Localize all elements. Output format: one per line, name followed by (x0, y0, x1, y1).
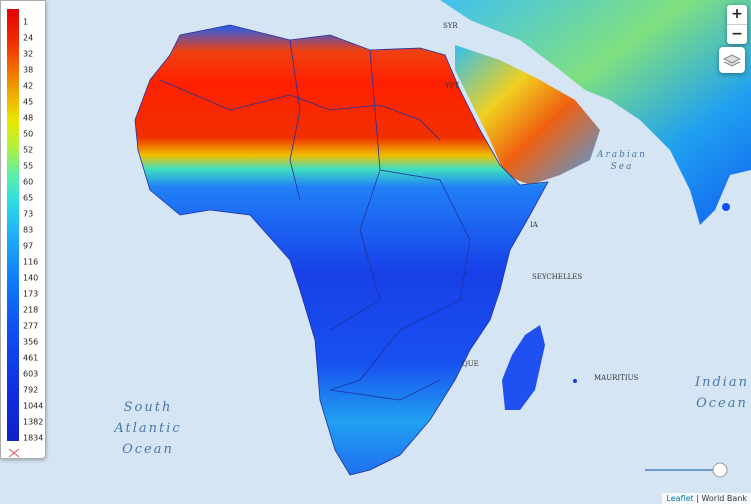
legend-label: 1834 (23, 433, 44, 443)
legend-label: 65 (23, 193, 34, 203)
legend-label: 461 (23, 353, 39, 363)
legend-label: 1044 (23, 401, 44, 411)
mauritius-island (573, 379, 577, 383)
legend-label: 50 (23, 129, 34, 139)
legend-label: 173 (23, 289, 39, 299)
arabian-peninsula (455, 45, 600, 185)
madagascar (502, 325, 545, 410)
legend-label: 97 (23, 241, 34, 251)
legend-label: 42 (23, 81, 34, 91)
legend-label: 1 (23, 17, 29, 27)
legend-label: 32 (23, 49, 34, 59)
sri-lanka (722, 203, 730, 211)
slider-handle[interactable] (712, 462, 728, 478)
ocean-label: Ocean (696, 396, 748, 411)
place-label: MAURITIUS (594, 374, 638, 382)
zoom-out[interactable]: − (727, 24, 747, 44)
legend-label: 45 (23, 97, 34, 107)
legend-label: 73 (23, 209, 34, 219)
place-label: QUE (462, 360, 479, 368)
ocean-label: South (124, 400, 173, 415)
legend-label: 603 (23, 369, 39, 379)
place-label: SYR (443, 22, 458, 30)
attribution-source: World Bank (701, 494, 747, 503)
layers-button[interactable] (719, 47, 745, 73)
ocean-label: Arabian (596, 150, 647, 160)
legend-label: 218 (23, 305, 39, 315)
legend-label: 55 (23, 161, 34, 171)
legend-label: 140 (23, 273, 39, 283)
ocean-label: Ocean (122, 442, 174, 457)
zoom-slider[interactable] (645, 462, 728, 478)
legend: 1 24 32 38 42 45 48 50 52 55 60 65 73 83 97 116 140 173 21… (0, 0, 46, 459)
africa (134, 24, 549, 476)
leaflet-link[interactable]: Leaflet (666, 494, 694, 503)
zoom-in[interactable]: + (731, 6, 743, 22)
legend-label: 24 (23, 33, 34, 43)
legend-label: 1382 (23, 417, 44, 427)
legend-label: 83 (23, 225, 34, 235)
borders (159, 39, 471, 401)
ocean-label: Indian (694, 375, 749, 390)
place-label: YPT (444, 82, 459, 90)
legend-color-bar (7, 9, 19, 441)
layers-icon (722, 54, 742, 67)
legend-label: 52 (23, 145, 34, 155)
ocean-label: Atlantic (113, 421, 181, 436)
asia-region (440, 0, 751, 225)
legend-label: 60 (23, 177, 34, 187)
attribution: Leaflet | World Bank (662, 493, 751, 504)
legend-label: 277 (23, 321, 39, 331)
legend-close[interactable] (8, 448, 20, 458)
legend-label: 116 (23, 257, 39, 267)
legend-label: 48 (23, 113, 34, 123)
legend-label: 792 (23, 385, 39, 395)
place-label: IA (530, 221, 539, 229)
legend-label: 38 (23, 65, 34, 75)
zoom-control: + − (727, 5, 747, 44)
legend-label: 356 (23, 337, 39, 347)
ocean-label: Sea (611, 162, 634, 172)
place-label: SEYCHELLES (532, 273, 582, 281)
